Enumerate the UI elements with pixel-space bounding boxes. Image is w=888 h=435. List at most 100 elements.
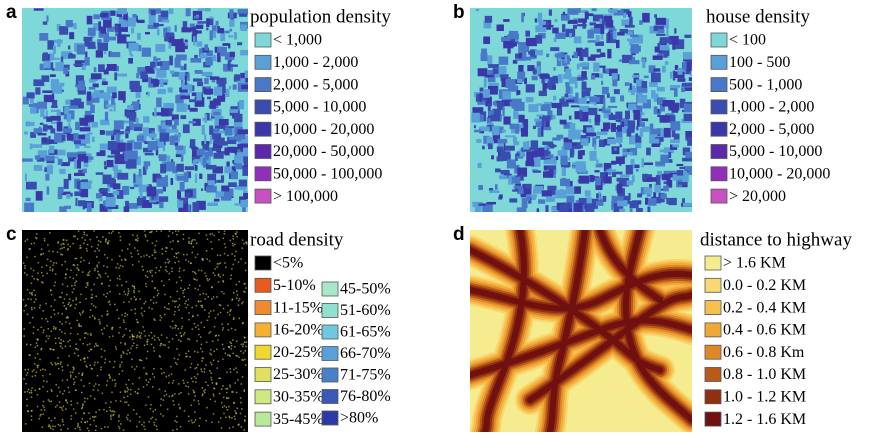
map-cell bbox=[79, 339, 81, 341]
map-cell bbox=[186, 8, 191, 16]
map-cell bbox=[207, 238, 209, 240]
map-cell bbox=[566, 196, 574, 203]
map-cell bbox=[57, 363, 59, 365]
map-cell bbox=[216, 382, 218, 384]
map-cell bbox=[98, 240, 100, 242]
map-cell bbox=[210, 377, 212, 379]
map-cell bbox=[202, 351, 204, 353]
map-cell bbox=[176, 429, 178, 431]
map-cell bbox=[79, 245, 81, 247]
map-cell bbox=[474, 130, 481, 133]
map-cell bbox=[521, 128, 528, 137]
map-cell bbox=[148, 396, 150, 398]
map-cell bbox=[208, 316, 210, 318]
map-cell bbox=[213, 296, 215, 298]
map-cell bbox=[26, 257, 28, 259]
map-cell bbox=[580, 150, 584, 155]
map-cell bbox=[60, 346, 62, 348]
map-cell bbox=[225, 417, 227, 419]
map-cell bbox=[499, 194, 503, 198]
map-cell bbox=[25, 383, 27, 385]
map-cell bbox=[493, 101, 496, 105]
map-cell bbox=[166, 394, 168, 396]
map-cell bbox=[24, 203, 34, 212]
map-cell bbox=[175, 146, 183, 150]
map-cell bbox=[86, 250, 88, 252]
map-cell bbox=[98, 319, 100, 321]
map-cell bbox=[645, 198, 648, 205]
map-cell bbox=[55, 62, 64, 71]
legend-label: 100 - 500 bbox=[729, 54, 790, 71]
map-cell bbox=[208, 296, 210, 298]
map-cell bbox=[221, 185, 229, 191]
figure: apopulation density< 1,0001,000 - 2,0002… bbox=[0, 0, 888, 435]
map-cell bbox=[185, 76, 187, 85]
map-cell bbox=[554, 38, 557, 42]
map-cell bbox=[176, 164, 184, 172]
map-cell bbox=[26, 374, 28, 376]
map-cell bbox=[582, 88, 591, 91]
map-cell bbox=[106, 197, 116, 207]
map-cell bbox=[80, 127, 91, 131]
map-cell bbox=[142, 326, 144, 328]
map-cell bbox=[106, 160, 113, 167]
map-cell bbox=[105, 296, 107, 298]
map-cell bbox=[137, 238, 139, 240]
legend-label: >80% bbox=[340, 410, 378, 427]
map-cell bbox=[110, 414, 112, 416]
map-cell bbox=[62, 380, 64, 382]
map-cell bbox=[235, 233, 237, 235]
map-cell bbox=[483, 37, 490, 44]
map-cell bbox=[59, 26, 68, 35]
map-cell bbox=[223, 293, 225, 295]
map-cell bbox=[241, 408, 243, 410]
map-cell bbox=[77, 238, 79, 240]
map-cell bbox=[145, 153, 154, 156]
map-cell bbox=[194, 323, 196, 325]
map-cell bbox=[232, 245, 234, 247]
map-cell bbox=[196, 243, 198, 245]
map-cell bbox=[481, 49, 487, 56]
map-cell bbox=[97, 271, 99, 273]
map-cell bbox=[564, 142, 572, 149]
map-cell bbox=[146, 373, 148, 375]
map-cell bbox=[87, 398, 89, 400]
map-cell bbox=[129, 420, 131, 422]
map-cell bbox=[130, 252, 132, 254]
map-cell bbox=[588, 108, 597, 115]
map-cell bbox=[133, 290, 135, 292]
map-cell bbox=[126, 391, 128, 393]
map-cell bbox=[199, 418, 201, 420]
map-cell bbox=[596, 185, 602, 190]
map-cell bbox=[625, 82, 629, 86]
map-cell bbox=[188, 105, 191, 110]
map-cell bbox=[517, 72, 525, 79]
map-cell bbox=[203, 293, 205, 295]
map-cell bbox=[83, 412, 85, 414]
map-cell bbox=[180, 341, 182, 343]
map-cell bbox=[142, 315, 144, 317]
map-cell bbox=[31, 309, 33, 311]
map-cell bbox=[599, 192, 601, 201]
map-cell bbox=[136, 235, 138, 237]
map-cell bbox=[184, 303, 186, 305]
map-cell bbox=[56, 150, 65, 156]
map-cell bbox=[214, 351, 216, 353]
map-cell bbox=[107, 426, 109, 428]
map-cell bbox=[573, 25, 577, 29]
map-cell bbox=[87, 344, 89, 346]
map-cell bbox=[214, 275, 216, 277]
map-cell bbox=[165, 390, 167, 392]
map-cell bbox=[215, 401, 217, 403]
map-cell bbox=[58, 368, 60, 370]
map-cell bbox=[160, 315, 162, 317]
map-cell bbox=[85, 57, 90, 66]
map-cell bbox=[197, 21, 207, 23]
map-cell bbox=[29, 292, 31, 294]
map-cell bbox=[41, 409, 43, 411]
map-cell bbox=[594, 170, 599, 172]
map-cell bbox=[616, 40, 620, 48]
map-cell bbox=[191, 307, 193, 309]
map-cell bbox=[138, 253, 140, 255]
map-cell bbox=[236, 413, 238, 415]
